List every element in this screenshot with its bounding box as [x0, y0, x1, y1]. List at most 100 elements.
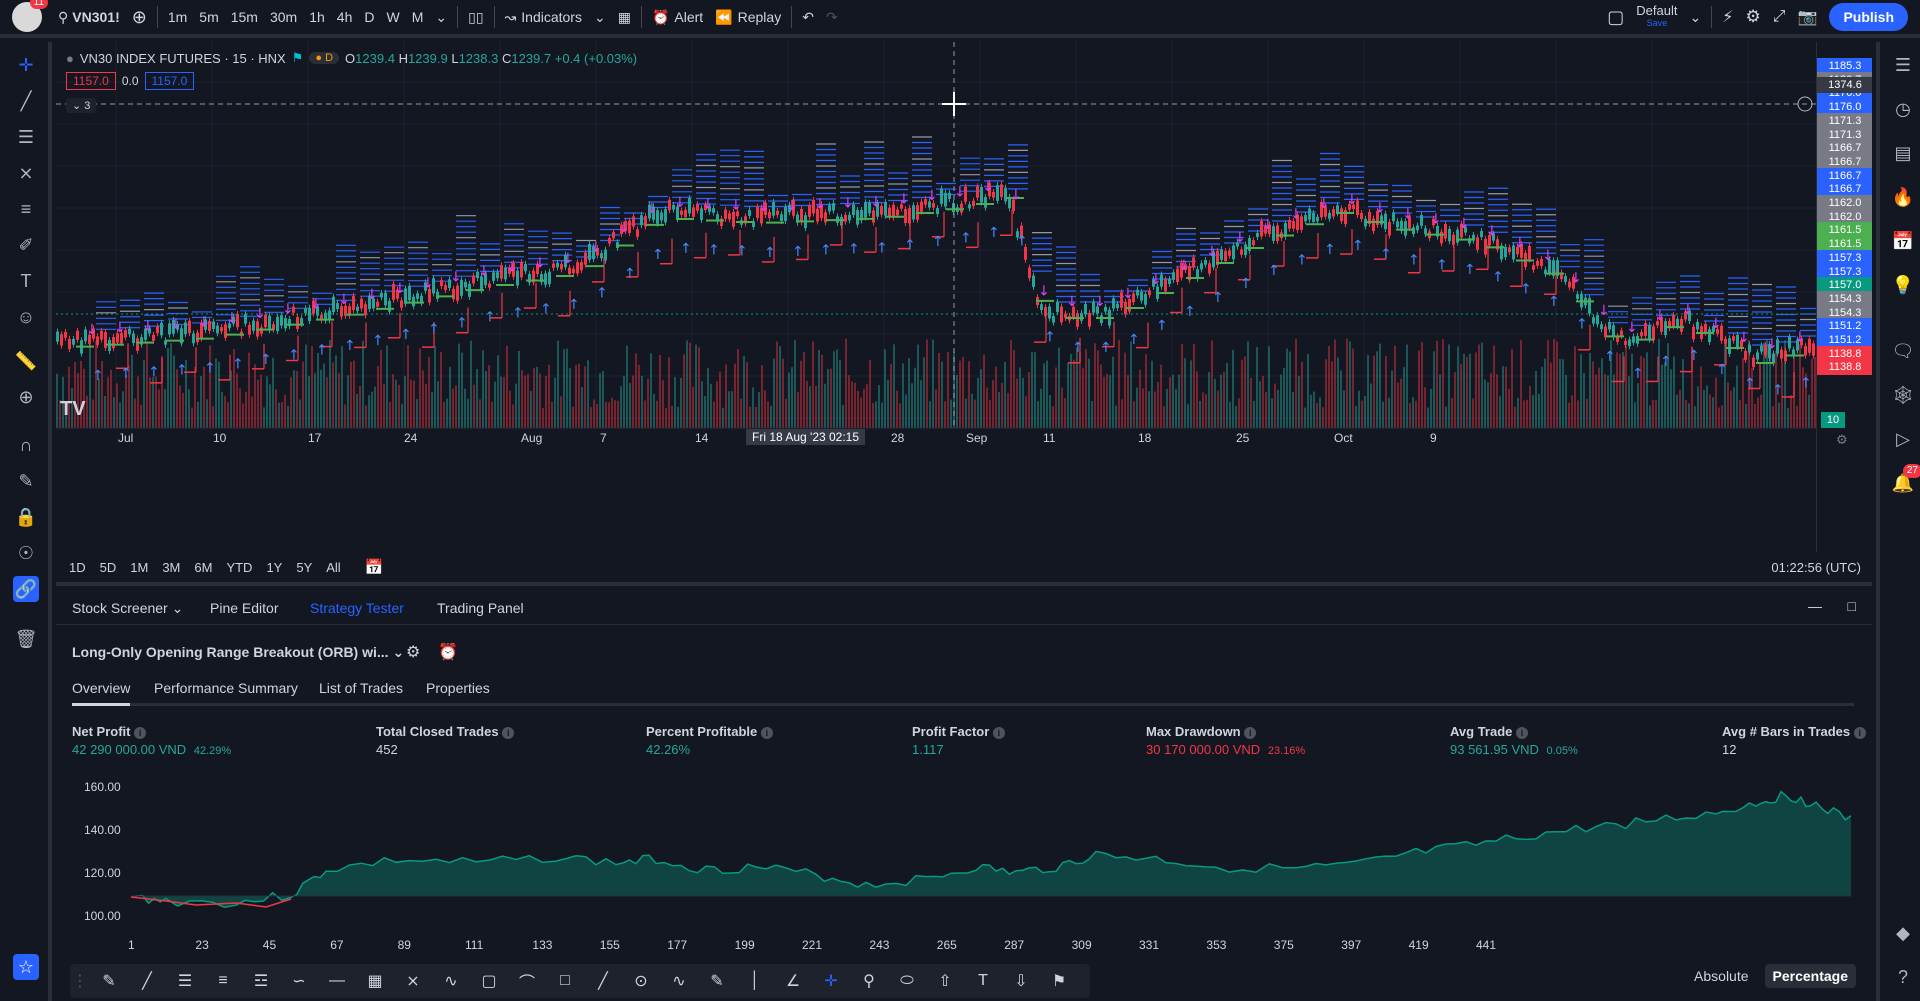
info-icon[interactable]: i	[134, 727, 147, 739]
tab-stock-screener[interactable]: Stock Screener ⌄	[72, 600, 183, 617]
favorites-star-icon[interactable]: ☆	[13, 954, 39, 980]
mode-percentage-button[interactable]: Percentage	[1764, 964, 1856, 988]
fullscreen-toggle-button[interactable]: ▢	[1601, 0, 1630, 36]
timeframe-5m[interactable]: 5m	[199, 9, 219, 25]
magnet-icon[interactable]: ∩	[19, 435, 33, 455]
fib-tool-icon[interactable]: ☲	[253, 973, 269, 990]
text-icon[interactable]: T	[20, 271, 32, 291]
tab-trading-panel[interactable]: Trading Panel	[437, 600, 524, 616]
horizontal-ray-icon[interactable]: —	[329, 972, 345, 989]
timeframe-15m[interactable]: 15m	[230, 9, 258, 25]
timeframe-4h[interactable]: 4h	[336, 9, 353, 25]
strategy-name-dropdown[interactable]: Long-Only Opening Range Breakout (ORB) w…	[72, 644, 404, 661]
ellipse-icon[interactable]: ⬭	[900, 972, 914, 989]
callout-icon[interactable]: □	[560, 972, 570, 989]
info-icon[interactable]: i	[992, 727, 1005, 739]
compare-add-button[interactable]: ⊕	[126, 0, 153, 36]
text-tool-icon[interactable]: T	[978, 972, 988, 989]
crosshair-icon[interactable]: ✛	[18, 55, 34, 75]
emoji-icon[interactable]: ☺	[16, 307, 36, 327]
layouts-button[interactable]: ▦	[612, 0, 637, 36]
cross-line-icon[interactable]: ⊙	[634, 973, 648, 990]
price-chart-canvas[interactable]: ↓ ↑ ↓ ↑ ↓ ↑ ↓ ↑ ↓ ↑ ↓ ↑ ↓ ↑ ↓ ↑ ↓ ↑ ↓ ↑ ↓ ↑ ↓ ↑ ↓ ↑ ↓ ↑ ↓ ↑ ↓ ↑ ↓ ↑ ↓ ↑ ↓ ↑ ↓ ↑…	[56, 42, 1872, 552]
range-1m[interactable]: 1M	[130, 559, 149, 575]
timeframe-dropdown[interactable]: ⌄	[429, 0, 453, 36]
trend-line-icon[interactable]: ╱	[20, 91, 32, 111]
line-icon[interactable]: ╱	[142, 973, 152, 990]
bars-pattern-icon[interactable]: ▦	[367, 973, 383, 990]
trash-icon[interactable]: 🗑	[14, 629, 38, 649]
info-icon[interactable]: i	[1516, 727, 1528, 739]
watchlist-icon[interactable]: ☰	[1894, 55, 1912, 75]
eye-icon[interactable]: ☉	[17, 543, 35, 563]
path-icon[interactable]: ╱	[598, 973, 608, 990]
buy-button[interactable]: 1157.0	[144, 72, 195, 90]
mode-absolute-button[interactable]: Absolute	[1694, 968, 1749, 984]
ruler-icon[interactable]: 📏	[14, 351, 38, 371]
range-3m[interactable]: 3M	[162, 559, 181, 575]
tab-pine-editor[interactable]: Pine Editor	[210, 600, 279, 616]
angle-icon[interactable]: ∠	[785, 973, 801, 990]
range-5y[interactable]: 5Y	[296, 559, 313, 575]
timeframe-M[interactable]: M	[411, 9, 424, 25]
strategy-alert-icon[interactable]: ⏰	[438, 644, 458, 661]
parallel-channel-icon[interactable]: ☰	[177, 973, 193, 990]
info-icon[interactable]: i	[502, 727, 515, 739]
range-6m[interactable]: 6M	[194, 559, 213, 575]
fib-icon[interactable]: ≡	[20, 199, 32, 219]
horizontal-lines-icon[interactable]: ☰	[17, 127, 35, 147]
info-icon[interactable]: i	[1244, 727, 1257, 739]
alert-button[interactable]: ⏰ Alert	[646, 0, 709, 36]
undo-button[interactable]: ↶	[796, 0, 820, 36]
range-ytd[interactable]: YTD	[226, 559, 253, 575]
quick-search-button[interactable]: ⚡	[1716, 0, 1739, 36]
info-icon[interactable]: i	[1853, 727, 1866, 739]
timeframe-D[interactable]: D	[364, 9, 375, 25]
link-icon[interactable]: 🔗	[13, 576, 39, 602]
calendar-icon[interactable]: 📅	[1891, 231, 1915, 251]
range-5d[interactable]: 5D	[99, 559, 117, 575]
publish-button[interactable]: Publish	[1829, 3, 1908, 31]
xabcd-icon[interactable]: ⨯	[406, 973, 420, 990]
range-1y[interactable]: 1Y	[266, 559, 283, 575]
curve-icon[interactable]: ∽	[292, 973, 306, 990]
polyline-icon[interactable]: ∿	[672, 973, 686, 990]
lock-icon[interactable]: 🔒	[14, 507, 38, 527]
replay-button[interactable]: ⏪ Replay	[709, 0, 787, 36]
equity-curve-chart[interactable]	[56, 775, 1872, 945]
minimize-panel-icon[interactable]: —	[1808, 598, 1822, 614]
pen-icon[interactable]: ✎	[102, 973, 116, 990]
fullscreen-button[interactable]: ⤢	[1767, 0, 1792, 36]
snapshot-button[interactable]: 📷	[1792, 0, 1824, 36]
rectangle-icon[interactable]: ▢	[481, 973, 497, 990]
drag-handle-icon[interactable]: ⋮	[72, 973, 88, 990]
crosshair-tool-icon[interactable]: ✛	[824, 973, 838, 990]
utc-clock[interactable]: 01:22:56 (UTC)	[1771, 559, 1861, 575]
indicators-dropdown[interactable]: ⌄	[588, 0, 612, 36]
price-scale[interactable]: 1185.31180.71176.01176.01171.31171.31166…	[1816, 42, 1872, 552]
time-scale[interactable]: Jul 10 17 24 Aug 7 14 Fri 18 Aug '23 02:15 28 Sep…	[56, 428, 1816, 450]
pitchfork-icon[interactable]: ⨯	[18, 163, 34, 183]
hotlist-icon[interactable]: 🔥	[1891, 187, 1915, 207]
strategy-settings-icon[interactable]: ⚙	[406, 644, 421, 661]
regression-icon[interactable]: ≡	[218, 972, 228, 989]
vertical-line-icon[interactable]: │	[750, 972, 760, 989]
scale-settings-icon[interactable]: ⚙	[1836, 432, 1848, 447]
alerts-clock-icon[interactable]: ◷	[1895, 99, 1911, 119]
date-range-icon[interactable]: 📅	[364, 559, 384, 576]
indicator-collapse-button[interactable]: ⌄ 3	[66, 98, 97, 113]
layers-icon[interactable]: ◆	[1896, 923, 1910, 943]
subtab-list-of-trades[interactable]: List of Trades	[319, 680, 404, 696]
user-avatar[interactable]: 11	[12, 0, 48, 32]
timeframe-W[interactable]: W	[386, 9, 400, 25]
subtab-properties[interactable]: Properties	[426, 680, 490, 696]
pin-icon[interactable]: ⚲	[863, 973, 875, 990]
brush-icon[interactable]: ✐	[18, 235, 34, 255]
streams-icon[interactable]: 🕸	[1891, 385, 1915, 405]
arrow-up-icon[interactable]: ⇧	[938, 973, 952, 990]
timeframe-1m[interactable]: 1m	[167, 9, 188, 25]
symbol-search-button[interactable]: ⚲ VN301!	[52, 0, 126, 36]
chart-type-button[interactable]: ▯▯	[462, 0, 489, 36]
sell-button[interactable]: 1157.0	[66, 72, 116, 90]
layout-save-button[interactable]: Default Save	[1630, 0, 1683, 36]
